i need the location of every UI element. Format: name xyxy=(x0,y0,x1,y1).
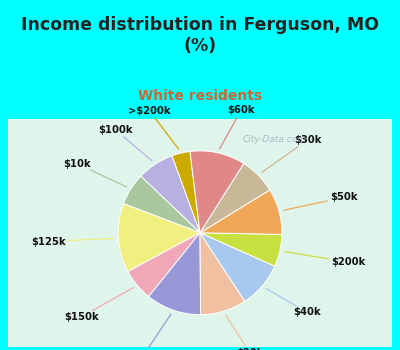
Wedge shape xyxy=(172,152,200,233)
Wedge shape xyxy=(200,190,282,234)
Text: >$200k: >$200k xyxy=(128,106,179,149)
Wedge shape xyxy=(128,233,200,296)
Text: $20k: $20k xyxy=(226,315,264,350)
Wedge shape xyxy=(141,156,200,233)
Text: $125k: $125k xyxy=(31,237,114,246)
Text: $30k: $30k xyxy=(262,135,321,172)
Text: $75k: $75k xyxy=(130,314,171,350)
Text: $100k: $100k xyxy=(98,125,152,161)
Text: $40k: $40k xyxy=(266,288,321,317)
Wedge shape xyxy=(124,176,200,233)
Text: City-Data.com: City-Data.com xyxy=(243,135,307,144)
Wedge shape xyxy=(200,163,270,233)
Text: Income distribution in Ferguson, MO
(%): Income distribution in Ferguson, MO (%) xyxy=(21,16,379,55)
Text: $200k: $200k xyxy=(284,252,366,267)
Wedge shape xyxy=(200,233,282,266)
Text: $10k: $10k xyxy=(63,159,127,187)
Text: $50k: $50k xyxy=(284,193,358,210)
Text: White residents: White residents xyxy=(138,89,262,103)
Wedge shape xyxy=(200,233,275,301)
Wedge shape xyxy=(200,233,245,315)
Text: $150k: $150k xyxy=(64,288,133,322)
Wedge shape xyxy=(118,204,200,272)
Text: $60k: $60k xyxy=(220,105,255,149)
Wedge shape xyxy=(149,233,201,315)
Wedge shape xyxy=(190,151,244,233)
